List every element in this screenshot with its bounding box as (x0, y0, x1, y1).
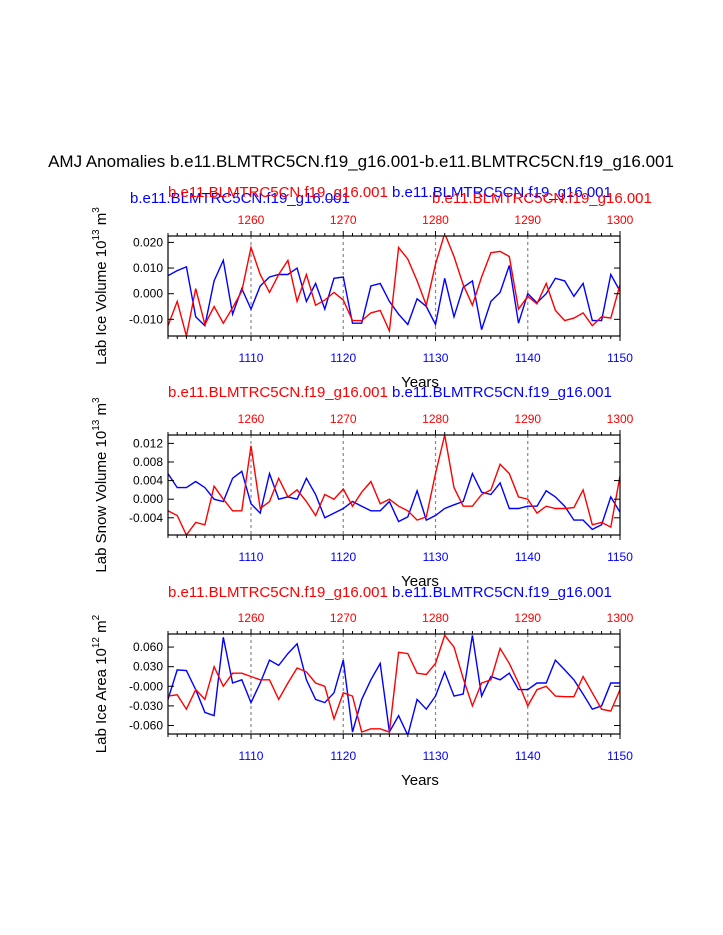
y-tick-label: -0.030 (129, 699, 163, 713)
series-line-red (168, 634, 620, 733)
y-axis-label-unit: m (93, 213, 110, 230)
y-axis-label-exp: 13 (91, 229, 102, 241)
y-tick-label: 0.010 (133, 261, 163, 275)
top-tick-label: 1290 (514, 611, 541, 625)
x-tick-label: 1130 (423, 351, 449, 365)
series-line-blue (168, 258, 620, 330)
y-axis-label-unit: m (93, 403, 110, 420)
y-axis-label-text: Lab Snow Volume 10 (93, 431, 110, 573)
y-axis-label-unit-exp: 3 (91, 207, 102, 213)
y-tick-label: 0.012 (133, 436, 163, 450)
plot-frame (167, 235, 621, 337)
top-tick-label: 1270 (330, 412, 357, 426)
series-title-blue: b.e11.BLMTRC5CN.f19_g16.001 (392, 184, 612, 201)
top-tick-label: 1300 (607, 213, 634, 227)
y-tick-label: -0.010 (129, 312, 163, 326)
x-tick-label: 1140 (515, 749, 541, 763)
top-tick-label: 1270 (330, 611, 357, 625)
y-tick-label: 0.008 (133, 455, 163, 469)
plot-frame (167, 633, 621, 735)
top-tick-label: 1300 (607, 611, 634, 625)
x-tick-label: 1110 (239, 749, 264, 763)
x-tick-label: 1140 (515, 351, 541, 365)
x-tick-label: 1140 (515, 550, 541, 564)
plot-frame (167, 434, 621, 536)
top-tick-label: 1260 (238, 611, 265, 625)
y-tick-label: 0.000 (133, 287, 163, 301)
x-tick-label: 1120 (330, 550, 356, 564)
y-tick-label: 0.000 (133, 492, 163, 506)
series-title-blue: b.e11.BLMTRC5CN.f19_g16.001 (130, 190, 350, 207)
y-axis-label-unit-exp: 3 (91, 397, 102, 403)
series-line-red (168, 435, 620, 535)
panel-lab-ice-area: 1110 1120 1130 1140 1150 1260 1270 1280 1290 1300… (91, 584, 634, 789)
x-axis-label: Years (401, 772, 439, 789)
y-axis-label: Lab Ice Volume 1013 m3 (91, 207, 110, 365)
x-tick-label: 1150 (607, 550, 633, 564)
series-title-red: b.e11.BLMTRC5CN.f19_g16.001 (168, 384, 388, 401)
y-tick-label: 0.020 (133, 235, 163, 249)
top-tick-label: 1280 (422, 611, 449, 625)
x-tick-label: 1110 (239, 550, 264, 564)
y-tick-label: 0.060 (133, 640, 163, 654)
top-tick-label: 1290 (514, 213, 541, 227)
y-axis-label-unit-exp: 2 (91, 614, 102, 620)
x-axis-label: Years (401, 573, 439, 590)
panel-lab-ice-volume: 1110 1120 1130 1140 1150 1260 1270 1280 1290 1300… (91, 184, 652, 391)
top-tick-label: 1280 (422, 213, 449, 227)
main-title: AMJ Anomalies b.e11.BLMTRC5CN.f19_g16.00… (48, 152, 674, 171)
series-title-red: b.e11.BLMTRC5CN.f19_g16.001 (168, 584, 388, 601)
y-axis-label-unit: m (93, 620, 110, 637)
y-tick-label: -0.004 (129, 511, 163, 525)
y-axis-label: Lab Ice Area 1012 m2 (91, 614, 110, 753)
series-title-blue: b.e11.BLMTRC5CN.f19_g16.001 (392, 384, 612, 401)
top-tick-label: 1280 (422, 412, 449, 426)
series-title-red: b.e11.BLMTRC5CN.f19_g16.001 (168, 184, 388, 201)
series-line-red (168, 236, 620, 336)
y-tick-label: 0.004 (133, 474, 163, 488)
x-tick-label: 1150 (607, 351, 633, 365)
y-axis-label-text: Lab Ice Volume 10 (93, 241, 110, 365)
x-tick-label: 1150 (607, 749, 633, 763)
y-tick-label: 0.030 (133, 660, 163, 674)
series-line-blue (168, 470, 620, 531)
series-title-blue: b.e11.BLMTRC5CN.f19_g16.001 (392, 584, 612, 601)
top-tick-label: 1260 (238, 412, 265, 426)
top-tick-label: 1260 (238, 213, 265, 227)
y-axis-label-exp: 13 (91, 419, 102, 431)
y-tick-label: -0.060 (129, 719, 163, 733)
x-tick-label: 1130 (423, 749, 449, 763)
x-axis-label: Years (401, 374, 439, 391)
top-tick-label: 1270 (330, 213, 357, 227)
series-title-red: b.e11.BLMTRC5CN.f19_g16.001 (432, 190, 652, 207)
x-tick-label: 1130 (423, 550, 449, 564)
x-tick-label: 1110 (239, 351, 264, 365)
x-tick-label: 1120 (330, 351, 356, 365)
top-tick-label: 1300 (607, 412, 634, 426)
y-axis-label: Lab Snow Volume 1013 m3 (91, 397, 110, 573)
y-tick-label: -0.000 (129, 679, 163, 693)
top-tick-label: 1290 (514, 412, 541, 426)
x-tick-label: 1120 (330, 749, 356, 763)
panel-lab-snow-volume: 1110 1120 1130 1140 1150 1260 1270 1280 1290 1300… (91, 384, 634, 590)
series-line-blue (168, 635, 620, 734)
y-axis-label-text: Lab Ice Area 10 (93, 648, 110, 753)
y-axis-label-exp: 12 (91, 637, 102, 649)
